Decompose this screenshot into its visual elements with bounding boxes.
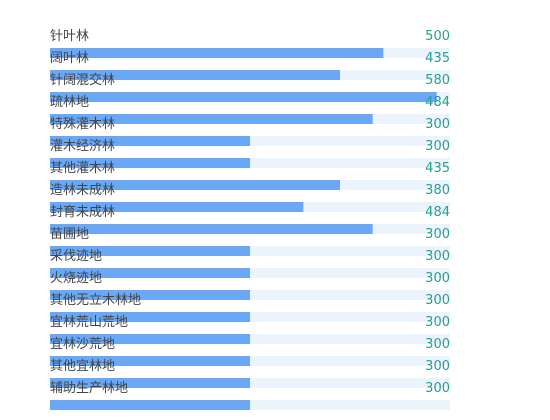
category-label: 其他宜林地	[50, 359, 115, 374]
category-label: 灌木经济林	[50, 139, 115, 154]
bar	[50, 246, 250, 256]
bar	[50, 400, 250, 410]
category-label: 宜林荒山荒地	[50, 315, 128, 330]
category-label: 宜林沙荒地	[50, 337, 115, 352]
value-label: 300	[425, 293, 450, 308]
category-label: 阔叶林	[50, 51, 89, 66]
value-label: 300	[425, 359, 450, 374]
category-label: 特殊灌木林	[50, 117, 115, 132]
value-label: 300	[425, 139, 450, 154]
category-label: 其他灌木林	[50, 161, 115, 176]
value-label: 300	[425, 337, 450, 352]
bar	[50, 92, 437, 102]
category-label: 辅助生产林地	[50, 381, 128, 396]
bar	[50, 180, 340, 190]
category-label: 其他无立木林地	[50, 293, 141, 308]
bar	[50, 48, 384, 58]
category-label: 造林未成林	[50, 183, 115, 198]
bar	[50, 136, 250, 146]
value-label: 300	[425, 227, 450, 242]
bar	[50, 70, 340, 80]
bar	[50, 202, 304, 212]
bar	[50, 224, 373, 234]
category-label: 火烧迹地	[50, 271, 102, 286]
value-label: 500	[425, 29, 450, 44]
category-label: 针叶林	[50, 29, 89, 44]
category-label: 苗圃地	[50, 227, 89, 242]
bar	[50, 114, 373, 124]
value-label: 300	[425, 117, 450, 132]
value-label: 580	[425, 73, 450, 88]
value-label: 380	[425, 183, 450, 198]
bar	[50, 158, 250, 168]
bar	[50, 378, 250, 388]
category-label: 采伐迹地	[50, 249, 102, 264]
category-label: 针阔混交林	[50, 72, 115, 88]
value-label: 300	[425, 315, 450, 330]
value-label: 300	[425, 249, 450, 264]
value-label: 300	[425, 271, 450, 286]
bar	[50, 268, 250, 278]
value-label: 300	[425, 381, 450, 396]
bar	[50, 334, 250, 344]
bar	[50, 290, 250, 300]
value-label: 484	[425, 95, 450, 110]
bar	[50, 312, 250, 322]
value-label: 435	[425, 51, 450, 66]
category-label: 疏林地	[50, 95, 89, 110]
value-label: 435	[425, 161, 450, 176]
chart-rows: 针叶林 500 阔叶林 435 针阔混交林 580 疏林地 484 特殊灌木林 300 灌木经济林 3…	[50, 29, 450, 410]
bar	[50, 356, 250, 366]
category-label: 封育未成林	[50, 204, 115, 220]
value-label: 484	[425, 205, 450, 220]
